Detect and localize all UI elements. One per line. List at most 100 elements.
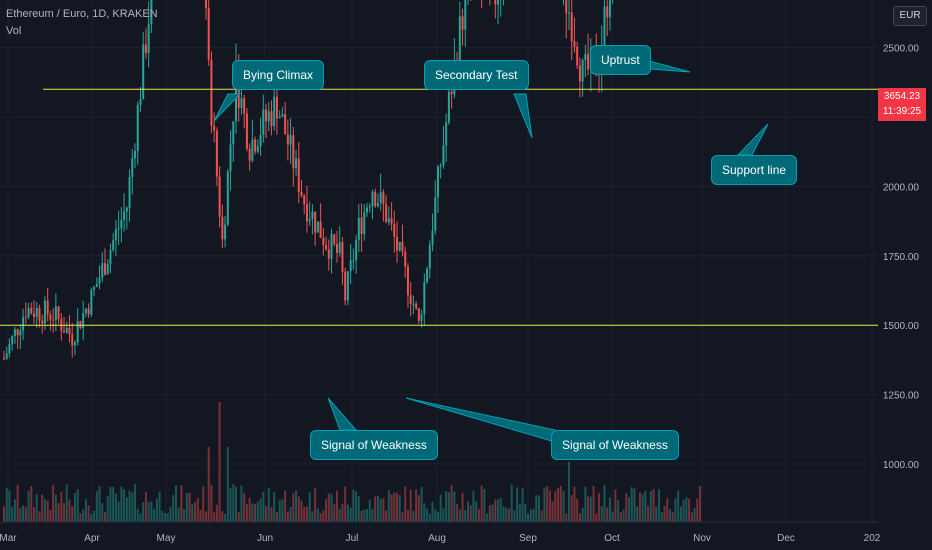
- candle-body: [587, 53, 590, 70]
- candle-body: [46, 300, 49, 315]
- callout-signal-of-weakness-2[interactable]: Signal of Weakness: [551, 430, 679, 460]
- volume-bar: [232, 484, 235, 522]
- volume-bar: [142, 502, 145, 522]
- candle-body: [314, 211, 317, 233]
- volume-bar: [660, 511, 663, 522]
- volume-bar: [297, 496, 300, 522]
- volume-bar: [112, 487, 115, 522]
- volume-bar: [668, 509, 671, 522]
- candle-body: [327, 249, 330, 259]
- volume-bar: [666, 498, 669, 522]
- volume-bar: [696, 498, 699, 522]
- volume-bar: [371, 508, 374, 522]
- candle-body: [278, 116, 281, 119]
- candle-body: [117, 228, 120, 230]
- volume-bar: [464, 509, 467, 522]
- candle-body: [335, 244, 338, 253]
- volume-bar: [188, 492, 191, 522]
- candle-body: [297, 158, 300, 192]
- candle-body: [221, 216, 224, 240]
- candle-body: [210, 59, 213, 126]
- volume-bar: [65, 484, 68, 522]
- volume-bar: [245, 504, 248, 522]
- candle-body: [567, 12, 570, 14]
- candle-body: [204, 0, 207, 9]
- volume-bar: [420, 486, 423, 522]
- callout-pointer: [213, 93, 242, 122]
- volume-bar: [524, 504, 527, 522]
- volume-bar: [532, 508, 535, 522]
- callout-bying-climax[interactable]: Bying Climax: [232, 60, 325, 90]
- volume-bar: [262, 491, 265, 522]
- volume-bar: [194, 502, 197, 522]
- volume-bar: [172, 495, 175, 522]
- volume-bar: [106, 495, 109, 522]
- volume-bar: [93, 510, 96, 522]
- candle-body: [497, 0, 500, 5]
- volume-bar: [581, 507, 584, 522]
- volume-bar: [475, 501, 478, 522]
- candle-body: [289, 135, 292, 145]
- volume-bar: [259, 498, 262, 522]
- currency-button[interactable]: EUR: [893, 6, 927, 26]
- volume-bar: [27, 490, 30, 522]
- volume-bar: [431, 501, 434, 522]
- candle-body: [295, 158, 298, 169]
- volume-bar: [521, 487, 524, 522]
- volume-bar: [647, 505, 650, 522]
- volume-bar: [229, 487, 232, 522]
- price-axis[interactable]: 750.001000.001250.001500.001750.002000.0…: [878, 0, 932, 550]
- price-tick-label: 1500.00: [883, 321, 920, 332]
- volume-bar: [316, 508, 319, 522]
- volume-bar: [559, 485, 562, 522]
- candle-body: [215, 130, 218, 177]
- volume-bar: [333, 504, 336, 522]
- volume-bar: [576, 498, 579, 522]
- candle-body: [84, 308, 87, 314]
- candle-body: [68, 327, 71, 335]
- candle-body: [224, 224, 227, 240]
- callout-pointer: [513, 93, 533, 139]
- candle-body: [213, 125, 216, 131]
- last-price-tag: 3654.23 11:39:25: [878, 88, 926, 121]
- volume-bar: [352, 489, 355, 522]
- time-tick-label: Jun: [257, 533, 273, 544]
- volume-bar: [663, 505, 666, 522]
- candle-body: [5, 353, 8, 359]
- volume-bar: [196, 498, 199, 522]
- volume-bar: [548, 490, 551, 522]
- callout-signal-of-weakness-1[interactable]: Signal of Weakness: [310, 430, 438, 460]
- candle-body: [123, 211, 126, 220]
- volume-bar: [41, 494, 44, 522]
- callout-support-line[interactable]: Support line: [711, 155, 798, 185]
- volume-bar: [128, 490, 131, 522]
- volume-bar: [311, 511, 314, 522]
- candle-body: [398, 241, 401, 251]
- candle-body: [54, 306, 57, 320]
- volume-bar: [109, 486, 112, 522]
- volume-bar: [226, 447, 229, 522]
- candle-body: [251, 139, 254, 161]
- candle-body: [13, 329, 16, 336]
- volume-bar: [24, 507, 27, 522]
- callout-secondary-test[interactable]: Secondary Test: [424, 60, 529, 90]
- candle-body: [371, 191, 374, 207]
- candle-body: [109, 249, 112, 265]
- volume-bar: [213, 512, 216, 522]
- volume-bar: [254, 504, 257, 522]
- time-tick-label: Sep: [519, 533, 537, 544]
- volume-bar: [166, 513, 169, 522]
- volume-bar: [439, 494, 442, 522]
- volume-bar: [652, 489, 655, 522]
- volume-bar: [603, 485, 606, 522]
- candle-body: [385, 204, 388, 223]
- candle-body: [303, 195, 306, 205]
- callout-uptrust[interactable]: Uptrust: [590, 45, 651, 75]
- candle-body: [259, 135, 262, 147]
- candle-body: [420, 314, 423, 321]
- candle-body: [387, 218, 390, 223]
- volume-bar: [191, 503, 194, 522]
- volume-bar: [554, 491, 557, 522]
- time-axis[interactable]: Mar Apr May Jun Jul Aug Sep Oct Nov Dec 202: [0, 521, 932, 550]
- candle-body: [576, 46, 579, 66]
